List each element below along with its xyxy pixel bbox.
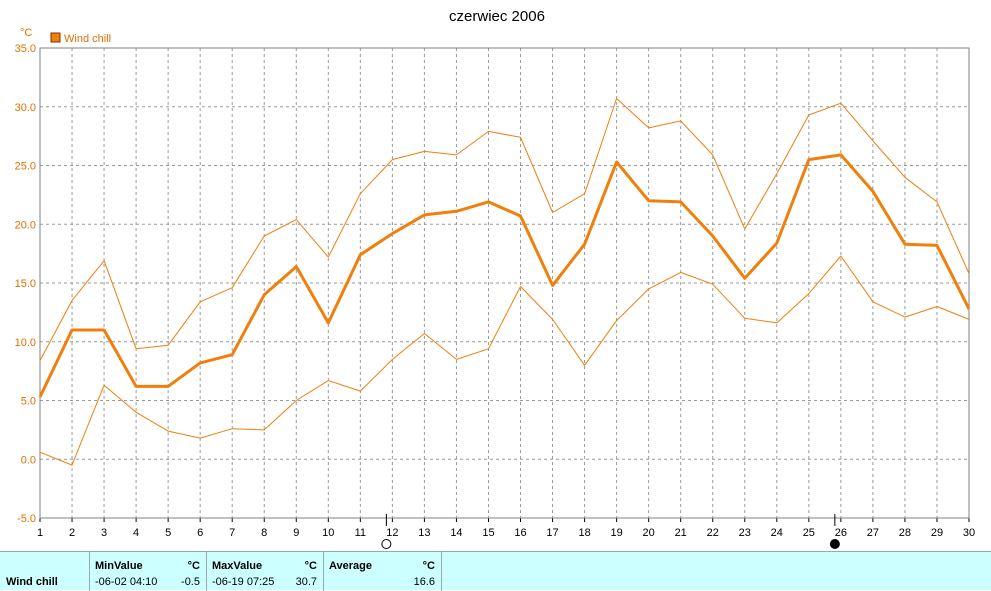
chart-title: czerwiec 2006 <box>449 8 545 25</box>
y-axis-unit: °C <box>20 27 32 39</box>
new-moon-icon <box>829 539 840 549</box>
stats-min-cell: MinValue °C -06-02 04:10 -0.5 <box>89 552 206 591</box>
x-tick-label: 19 <box>610 527 622 539</box>
x-ticks: 1 2 3 4 5 6 7 8 9 10 11 12 13 14 15 16 17 18 19 20 21 22 23 24 2… <box>37 518 975 539</box>
legend-swatch <box>50 32 61 43</box>
x-tick-label: 18 <box>578 527 590 539</box>
x-tick-label: 17 <box>546 527 558 539</box>
y-tick-label: 15.0 <box>15 278 36 290</box>
y-tick-label: 5.0 <box>21 396 36 408</box>
y-tick-label: -5.0 <box>17 513 36 525</box>
temperature-chart: czerwiec 2006 °C Wind chill 35.030.025.0… <box>15 8 975 549</box>
x-tick-label: 2 <box>69 527 75 539</box>
moon-phases <box>381 514 840 549</box>
x-tick-label: 24 <box>771 527 783 539</box>
x-tick-label: 4 <box>133 527 139 539</box>
x-tick-label: 5 <box>165 527 171 539</box>
stats-max-unit: °C <box>304 560 317 572</box>
y-tick-label: 35.0 <box>15 43 36 55</box>
grid <box>40 48 969 518</box>
x-tick-label: 11 <box>355 527 366 539</box>
stats-max-cell: MaxValue °C -06-19 07:25 30.7 <box>206 552 323 591</box>
x-tick-label: 16 <box>514 527 526 539</box>
stats-panel: Wind chill MinValue °C -06-02 04:10 -0.5… <box>0 551 991 591</box>
x-tick-label: 1 <box>37 527 43 539</box>
x-tick-label: 27 <box>867 527 879 539</box>
x-tick-label: 9 <box>293 527 299 539</box>
stats-min-label: MinValue <box>95 560 143 572</box>
series <box>38 98 971 466</box>
x-tick-label: 13 <box>418 527 430 539</box>
stats-avg-cell: Average °C 16.6 <box>323 552 441 591</box>
stats-empty-cell <box>441 552 991 591</box>
stats-series-name: Wind chill <box>6 576 58 588</box>
x-tick-label: 3 <box>101 527 107 539</box>
stats-max-label: MaxValue <box>212 560 263 572</box>
stats-min-time: -06-02 04:10 <box>95 576 158 588</box>
legend-label: Wind chill <box>64 33 111 45</box>
x-tick-label: 12 <box>386 527 398 539</box>
x-tick-label: 29 <box>931 527 943 539</box>
stats-max-value: 30.7 <box>295 576 317 588</box>
series-line-mean <box>38 153 971 398</box>
y-ticks: 35.0 30.0 25.0 20.0 15.0 10.0 5.0 0.0 -5.0 <box>15 43 36 525</box>
plot-frame <box>39 47 970 519</box>
x-tick-label: 30 <box>963 527 975 539</box>
stats-min-value: -0.5 <box>181 576 200 588</box>
x-tick-label: 28 <box>899 527 911 539</box>
x-tick-label: 20 <box>643 527 655 539</box>
x-tick-label: 21 <box>675 527 687 539</box>
x-tick-label: 6 <box>197 527 203 539</box>
y-tick-label: 25.0 <box>15 161 36 173</box>
x-tick-label: 15 <box>482 527 494 539</box>
y-tick-label: 0.0 <box>21 454 36 466</box>
stats-avg-unit: °C <box>422 560 435 572</box>
x-tick-label: 7 <box>229 527 235 539</box>
stats-max-time: -06-19 07:25 <box>212 576 275 588</box>
series-line-max <box>39 98 970 361</box>
full-moon-icon <box>381 539 392 549</box>
y-tick-label: 10.0 <box>15 337 36 349</box>
x-tick-label: 25 <box>803 527 815 539</box>
x-tick-label: 8 <box>261 527 267 539</box>
stats-min-unit: °C <box>187 560 200 572</box>
x-tick-label: 14 <box>450 527 462 539</box>
stats-avg-value: 16.6 <box>413 576 435 588</box>
x-tick-label: 23 <box>739 527 751 539</box>
y-tick-label: 30.0 <box>15 102 36 114</box>
y-tick-label: 20.0 <box>15 219 36 231</box>
stats-avg-label: Average <box>329 560 373 572</box>
x-tick-label: 10 <box>322 527 334 539</box>
series-line-min <box>39 255 970 466</box>
x-tick-label: 26 <box>835 527 847 539</box>
x-tick-label: 22 <box>707 527 719 539</box>
